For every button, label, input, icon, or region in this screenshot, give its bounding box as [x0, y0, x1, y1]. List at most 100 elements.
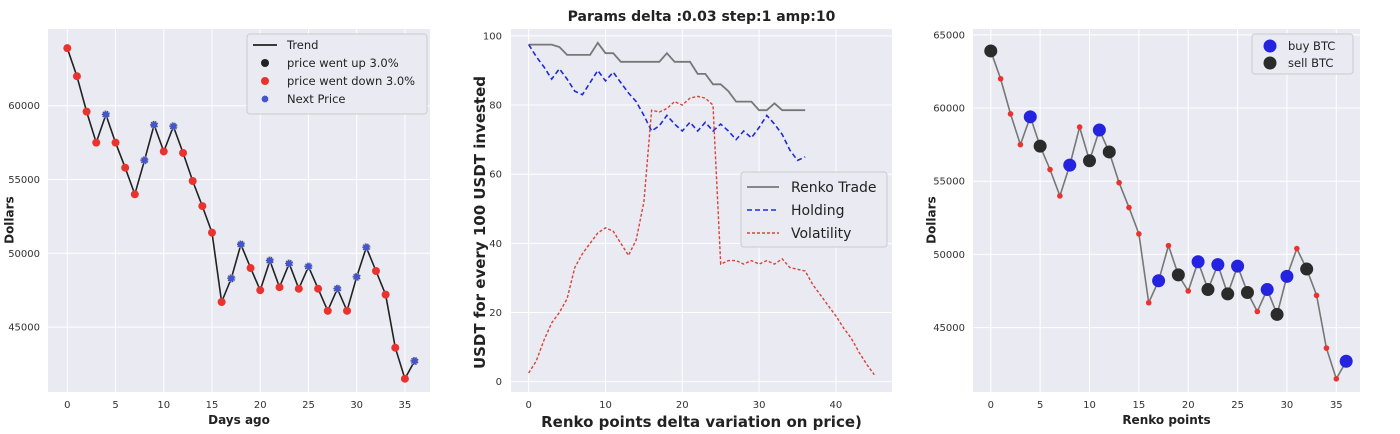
price-down-point — [343, 306, 352, 315]
next-price-point — [140, 156, 149, 165]
price-down-point — [391, 343, 400, 352]
y-tick-label: 65000 — [933, 30, 965, 41]
price-point — [1294, 245, 1300, 252]
legend-box — [740, 171, 888, 248]
buy-marker — [1260, 283, 1274, 297]
next-price-point — [333, 284, 342, 293]
price-point — [1116, 179, 1122, 186]
legend-label: sell BTC — [1288, 56, 1333, 70]
x-tick-label: 30 — [350, 400, 363, 411]
y-tick-label: 55000 — [8, 175, 40, 186]
price-down-point — [314, 284, 323, 293]
y-tick-label: 100 — [483, 31, 502, 42]
y-tick-label: 60000 — [933, 104, 965, 115]
y-tick-label: 55000 — [933, 177, 965, 188]
x-tick-label: 25 — [1231, 400, 1244, 411]
x-tick-label: 35 — [1330, 400, 1343, 411]
series-line-renko-trade — [528, 41, 806, 112]
next-price-point — [169, 122, 178, 131]
x-tick-label: 40 — [830, 400, 843, 411]
x-tick-label: 30 — [1281, 400, 1294, 411]
price-down-point — [400, 374, 409, 383]
series-line-holding — [528, 44, 806, 162]
buy-marker — [1280, 269, 1294, 283]
price-point — [1017, 141, 1024, 148]
next-price-point — [150, 121, 159, 129]
x-axis-label: Renko points delta variation on price) — [541, 413, 862, 431]
next-price-point — [227, 274, 236, 283]
y-tick-label: 45000 — [933, 323, 965, 334]
chart-panel-3: 0 5 10 15 20 25 30 35 45000 50000 55000 60000 65000 R… — [925, 29, 1360, 427]
next-price-point — [410, 357, 419, 365]
next-price-point — [101, 110, 110, 119]
price-point — [1185, 288, 1192, 294]
legend-swatch — [1263, 39, 1277, 53]
legend-down-swatch — [261, 77, 269, 85]
buy-marker — [1152, 274, 1166, 288]
y-tick-label: 50000 — [8, 249, 40, 260]
next-price-point — [265, 256, 274, 265]
y-axis-label: USDT for every 100 USDT invested — [471, 76, 489, 369]
price-down-point — [294, 284, 303, 293]
sell-marker — [1221, 287, 1235, 301]
price-point — [1047, 166, 1053, 173]
price-down-point — [188, 176, 197, 185]
x-tick-label: 0 — [988, 400, 994, 411]
x-tick-label: 15 — [206, 400, 219, 411]
price-point — [1076, 124, 1083, 130]
y-tick-label: 40 — [489, 239, 502, 250]
x-tick-label: 15 — [1132, 400, 1145, 411]
x-tick-label: 10 — [157, 400, 170, 411]
chart-panel-2: 0 10 20 30 40 0 20 40 60 80 100 Renko points delta … — [471, 9, 892, 431]
buy-marker — [1211, 258, 1225, 272]
y-tick-label: 50000 — [933, 250, 965, 261]
sell-marker — [1082, 154, 1096, 168]
price-down-point — [82, 107, 91, 116]
buy-marker — [1092, 123, 1106, 137]
sell-marker — [1300, 262, 1314, 276]
price-down-point — [121, 163, 130, 172]
y-tick-label: 80 — [489, 101, 502, 112]
y-axis-label: Dollars — [925, 196, 939, 244]
price-point — [1254, 308, 1261, 315]
x-tick-label: 30 — [753, 400, 766, 411]
price-point — [1057, 193, 1063, 199]
price-point — [1333, 376, 1340, 382]
buy-marker — [1191, 255, 1205, 269]
price-point — [1126, 204, 1132, 211]
y-tick-label: 60 — [489, 170, 502, 181]
price-down-point — [63, 44, 72, 53]
buy-marker — [1063, 158, 1077, 172]
price-down-point — [256, 286, 265, 295]
series-line-volatility — [528, 95, 875, 376]
price-point — [1136, 231, 1142, 237]
sell-marker — [1201, 283, 1215, 297]
buy-marker — [1023, 110, 1037, 124]
x-tick-label: 5 — [1037, 400, 1043, 411]
next-price-point — [304, 262, 313, 271]
legend-label: Renko Trade — [791, 180, 877, 196]
price-down-point — [159, 147, 168, 156]
price-down-point — [92, 138, 101, 147]
next-price-point — [352, 273, 361, 281]
legend-next-swatch — [261, 95, 269, 103]
sell-marker — [1102, 145, 1116, 159]
x-tick-label: 5 — [112, 400, 118, 411]
price-down-point — [179, 148, 188, 157]
legend-label: Next Price — [287, 92, 346, 106]
price-down-point — [371, 267, 380, 275]
y-axis-label: Dollars — [3, 196, 17, 244]
legend-up-swatch — [261, 59, 269, 67]
y-tick-label: 20 — [489, 308, 502, 319]
legend-box — [246, 33, 428, 115]
buy-marker — [1339, 354, 1353, 368]
price-point — [1165, 242, 1172, 249]
legend-label: price went up 3.0% — [287, 56, 399, 70]
price-point — [997, 75, 1004, 82]
price-down-point — [207, 228, 216, 237]
sell-marker — [1270, 307, 1284, 321]
next-price-point — [362, 243, 371, 252]
x-tick-label: 0 — [525, 400, 531, 411]
next-price-point — [237, 240, 245, 249]
